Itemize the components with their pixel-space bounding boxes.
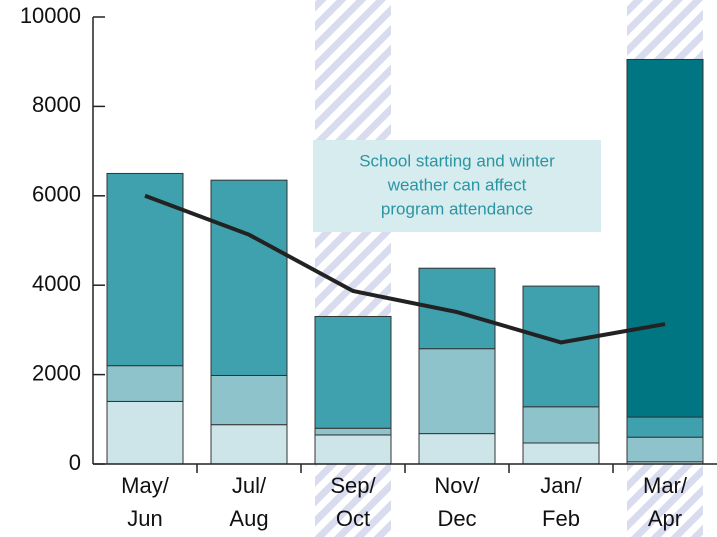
bar-segment: [314, 315, 392, 429]
bar-segment: [210, 424, 288, 465]
annotation-text: weather can affect: [387, 175, 527, 194]
y-tick-label: 2000: [32, 360, 81, 385]
y-tick-label: 8000: [32, 92, 81, 117]
x-tick-label: Jun: [127, 506, 162, 531]
y-tick-label: 4000: [32, 271, 81, 296]
bar-segment: [314, 427, 392, 436]
x-tick-label: Nov/: [434, 473, 480, 498]
x-tick-label: Apr: [648, 506, 682, 531]
bar-segment: [418, 348, 496, 435]
x-tick-label: Aug: [229, 506, 268, 531]
bar-segment: [626, 416, 704, 438]
bar-segment: [106, 172, 184, 367]
y-tick-label: 0: [69, 450, 81, 475]
bar-segment: [106, 400, 184, 465]
bar-segment: [626, 436, 704, 463]
x-tick-label: Jul/: [232, 473, 267, 498]
bar-segment: [314, 434, 392, 465]
bar-segment: [418, 433, 496, 465]
bar-segment: [522, 442, 600, 465]
x-tick-label: Feb: [542, 506, 580, 531]
x-tick-label: Mar/: [643, 473, 688, 498]
trend-line: [144, 193, 666, 345]
bar-segment: [522, 406, 600, 444]
x-tick-label: Dec: [437, 506, 476, 531]
y-tick-label: 10000: [20, 3, 81, 28]
annotation-text: School starting and winter: [359, 151, 555, 170]
bar-segment: [522, 285, 600, 408]
bar-segment: [210, 179, 288, 376]
annotation-text: program attendance: [381, 199, 533, 218]
annotation-box: [313, 140, 601, 232]
x-tick-label: Oct: [336, 506, 370, 531]
bar-segment: [626, 58, 704, 418]
x-tick-label: Jan/: [540, 473, 582, 498]
bar-segment: [106, 365, 184, 402]
bar-segment: [210, 374, 288, 426]
x-tick-label: May/: [121, 473, 170, 498]
x-tick-label: Sep/: [330, 473, 376, 498]
y-tick-label: 6000: [32, 182, 81, 207]
